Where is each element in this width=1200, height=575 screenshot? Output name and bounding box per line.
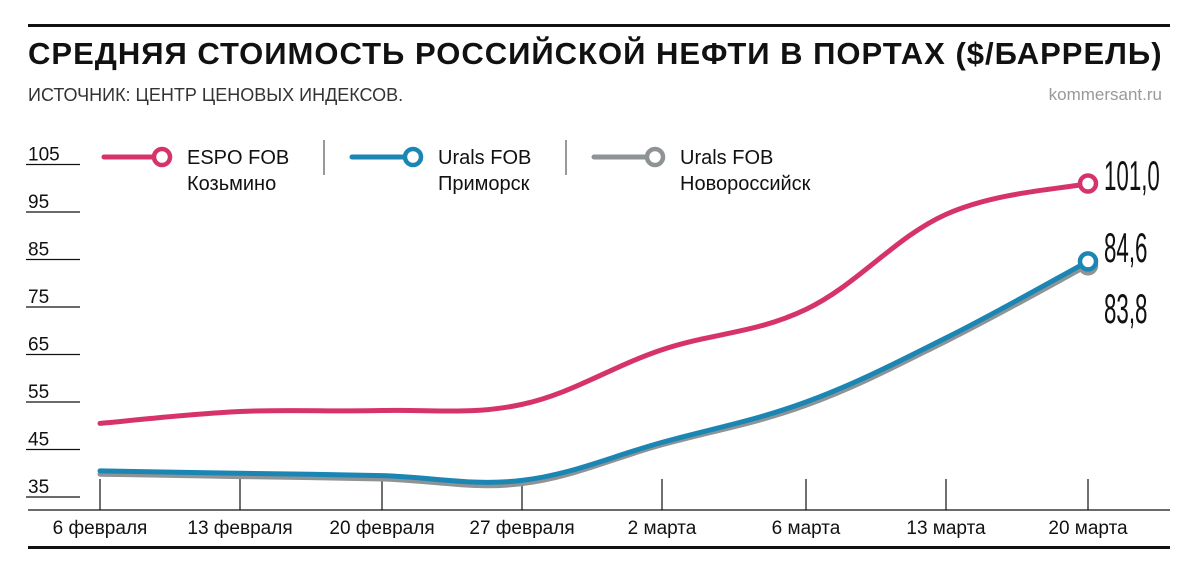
series-end-marker-1 <box>1077 251 1099 272</box>
y-tick-label: 75 <box>28 287 49 308</box>
y-tick-label: 85 <box>28 240 49 261</box>
top-rule <box>28 24 1170 27</box>
legend-swatch-marker-2 <box>644 146 666 168</box>
end-value-label-1: 84,6 <box>1104 226 1147 272</box>
y-tick-label: 35 <box>28 477 49 498</box>
end-labels: 101,0 84,6 83,8 <box>1104 154 1160 333</box>
x-tick-label: 20 февраля <box>329 518 434 539</box>
x-tick-label: 13 февраля <box>187 518 292 539</box>
legend-label-2: Urals FOB <box>680 147 773 169</box>
x-tick-label: 6 марта <box>772 518 841 539</box>
series-line-2 <box>97 262 1091 489</box>
y-axis: 35 45 55 65 75 85 95 105 <box>26 145 80 498</box>
x-tick-label: 13 марта <box>906 518 986 539</box>
end-value-label-0: 101,0 <box>1104 154 1160 200</box>
series-line-0 <box>97 181 1091 426</box>
chart-title: СРЕДНЯЯ СТОИМОСТЬ РОССИЙСКОЙ НЕФТИ В ПОР… <box>28 36 1163 71</box>
x-tick-label: 27 февраля <box>469 518 574 539</box>
y-tick-label: 45 <box>28 430 49 451</box>
series-end-marker-0 <box>1077 173 1099 194</box>
legend-swatch-marker-1 <box>402 146 424 168</box>
legend-sublabel-1: Приморск <box>438 173 530 195</box>
y-tick-label: 55 <box>28 382 49 403</box>
x-tick-label: 2 марта <box>628 518 697 539</box>
y-tick-label: 65 <box>28 335 49 356</box>
bottom-rule <box>28 546 1170 549</box>
x-tick-label: 6 февраля <box>53 518 148 539</box>
series-line-1 <box>97 258 1091 485</box>
brand-url: kommersant.ru <box>1048 85 1162 104</box>
legend-sublabel-0: Козьмино <box>187 173 276 195</box>
series-lines <box>97 173 1099 489</box>
legend: ESPO FOB Козьмино Urals FOB Приморск Urals F… <box>101 140 811 195</box>
y-tick-label: 95 <box>28 192 49 213</box>
x-axis: 6 февраля 13 февраля 20 февраля 27 февраля 2… <box>28 479 1170 539</box>
legend-swatch-marker-0 <box>151 146 173 168</box>
legend-sublabel-2: Новороссийск <box>680 173 811 195</box>
end-value-label-2: 83,8 <box>1104 287 1147 333</box>
x-tick-label: 20 марта <box>1048 518 1128 539</box>
source-note: ИСТОЧНИК: ЦЕНТР ЦЕНОВЫХ ИНДЕКСОВ. <box>28 85 404 105</box>
legend-label-0: ESPO FOB <box>187 147 289 169</box>
y-tick-label: 105 <box>28 145 60 166</box>
legend-label-1: Urals FOB <box>438 147 531 169</box>
